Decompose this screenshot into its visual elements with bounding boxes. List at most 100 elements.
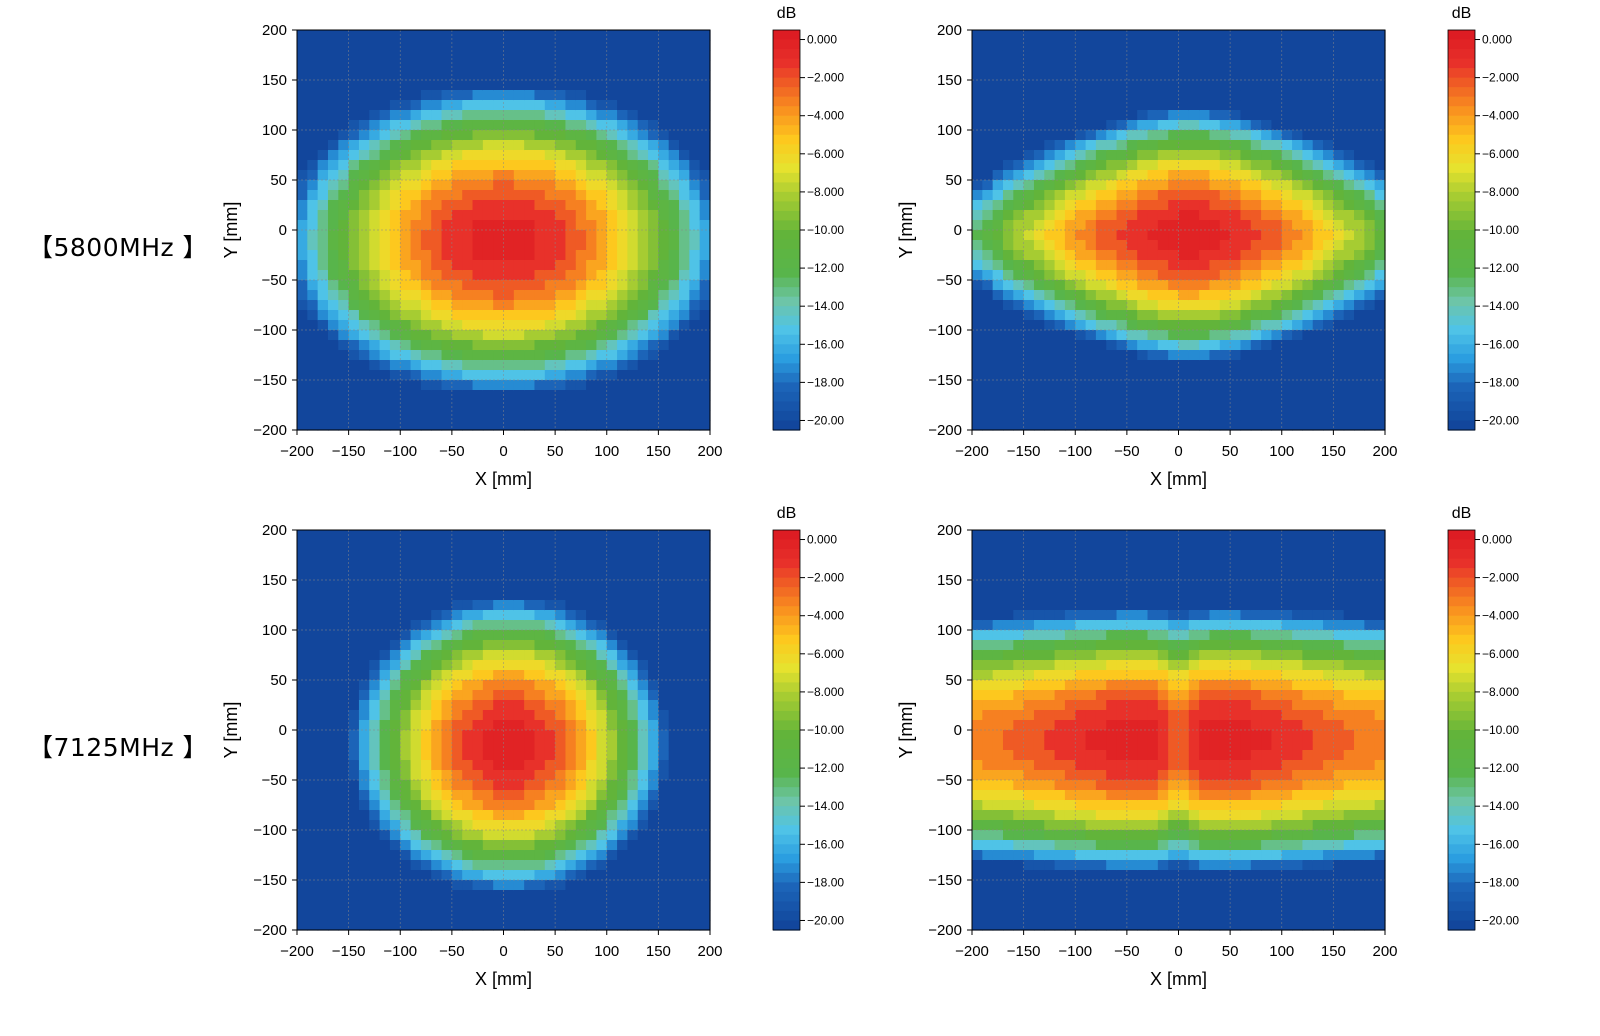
heatmap-cell (1312, 270, 1324, 281)
heatmap-cell (493, 200, 505, 211)
heatmap-cell (472, 720, 484, 731)
heatmap-cell (1230, 130, 1242, 141)
heatmap-cell (297, 230, 308, 241)
heatmap-cell (1157, 410, 1169, 421)
heatmap-cell (307, 260, 319, 271)
heatmap-cell (503, 890, 515, 901)
heatmap-cell (1147, 380, 1159, 391)
heatmap-cell (648, 770, 659, 781)
heatmap-cell (617, 620, 628, 631)
heatmap-cell (410, 780, 422, 791)
heatmap-cell (369, 130, 381, 141)
heatmap-cell (606, 200, 618, 211)
heatmap-cell (1095, 160, 1107, 171)
heatmap-cell (617, 120, 628, 131)
heatmap-cell (668, 650, 680, 661)
heatmap-cell (307, 250, 319, 261)
heatmap-cell (524, 810, 536, 821)
heatmap-cell (1292, 110, 1303, 121)
heatmap-cell (544, 370, 556, 381)
heatmap-cell (358, 60, 370, 71)
heatmap-cell (358, 70, 370, 81)
heatmap-cell (1364, 310, 1376, 321)
heatmap-cell (565, 230, 577, 241)
heatmap-cell (462, 340, 474, 351)
heatmap-cell (627, 180, 639, 191)
heatmap-cell (1075, 360, 1087, 371)
heatmap-cell (513, 70, 525, 81)
heatmap-cell (668, 220, 680, 231)
heatmap-cell (482, 190, 494, 201)
heatmap-cell (379, 660, 391, 671)
heatmap-cell (648, 370, 659, 381)
heatmap-cell (369, 720, 381, 731)
heatmap-cell (992, 370, 1004, 381)
heatmap-cell (679, 180, 690, 191)
heatmap-cell (627, 660, 639, 671)
heatmap-cell (462, 710, 474, 721)
heatmap-cell (565, 810, 577, 821)
heatmap-cell (524, 50, 536, 61)
heatmap-cell (1157, 260, 1169, 271)
heatmap-cell (575, 540, 587, 551)
colorbar-band (1448, 391, 1475, 403)
heatmap-cell (575, 660, 587, 671)
heatmap-cell (1302, 260, 1314, 271)
heatmap-cell (544, 870, 556, 881)
heatmap-cell (617, 270, 628, 281)
heatmap-cell (1126, 330, 1138, 341)
colorbar-band (773, 220, 800, 231)
heatmap-cell (327, 120, 339, 131)
heatmap-cell (617, 420, 628, 431)
heatmap-cell (658, 890, 670, 901)
y-tick-label: −100 (928, 322, 962, 339)
heatmap-cell (1302, 390, 1314, 401)
heatmap-cell (627, 420, 639, 431)
heatmap-cell (617, 850, 628, 861)
heatmap-cell (1219, 200, 1231, 211)
heatmap-cell (317, 560, 329, 571)
heatmap-cell (400, 770, 412, 781)
heatmap-cell (1157, 70, 1169, 81)
heatmap-cell (1312, 140, 1324, 151)
heatmap-cell (555, 350, 567, 361)
heatmap-cell (441, 60, 453, 71)
heatmap-cell (503, 900, 515, 911)
heatmap-cell (1013, 40, 1025, 51)
heatmap-cell (1044, 210, 1056, 221)
heatmap-cell (493, 30, 505, 41)
heatmap-cell (555, 400, 567, 411)
colorbar-band (773, 277, 800, 288)
heatmap-cell (1312, 60, 1324, 71)
heatmap-cell (317, 390, 329, 401)
heatmap-cell (462, 410, 474, 421)
heatmap-cell (441, 40, 453, 51)
heatmap-cell (431, 240, 443, 251)
heatmap-cell (327, 620, 339, 631)
heatmap-cell (441, 550, 453, 561)
heatmap-cell (544, 740, 556, 751)
heatmap-cell (348, 60, 360, 71)
heatmap-cell (565, 80, 577, 91)
colorbar-band (1448, 344, 1475, 355)
heatmap-cell (1364, 120, 1376, 131)
heatmap-cell (379, 210, 391, 221)
heatmap-cell (524, 720, 536, 731)
heatmap-cell (596, 60, 608, 71)
heatmap-cell (1054, 170, 1066, 181)
heatmap-cell (420, 300, 432, 311)
heatmap-cell (1075, 170, 1087, 181)
heatmap-cell (1250, 340, 1262, 351)
heatmap-cell (369, 180, 381, 191)
heatmap-cell (462, 810, 474, 821)
heatmap-cell (606, 160, 618, 171)
heatmap-cell (1147, 190, 1159, 201)
heatmap-cell (606, 120, 618, 131)
heatmap-cell (596, 550, 608, 561)
heatmap-cell (317, 400, 329, 411)
heatmap-cell (992, 290, 1004, 301)
heatmap-cell (565, 190, 577, 201)
heatmap-cell (1095, 270, 1107, 281)
heatmap-cell (544, 800, 556, 811)
heatmap-cell (420, 380, 432, 391)
